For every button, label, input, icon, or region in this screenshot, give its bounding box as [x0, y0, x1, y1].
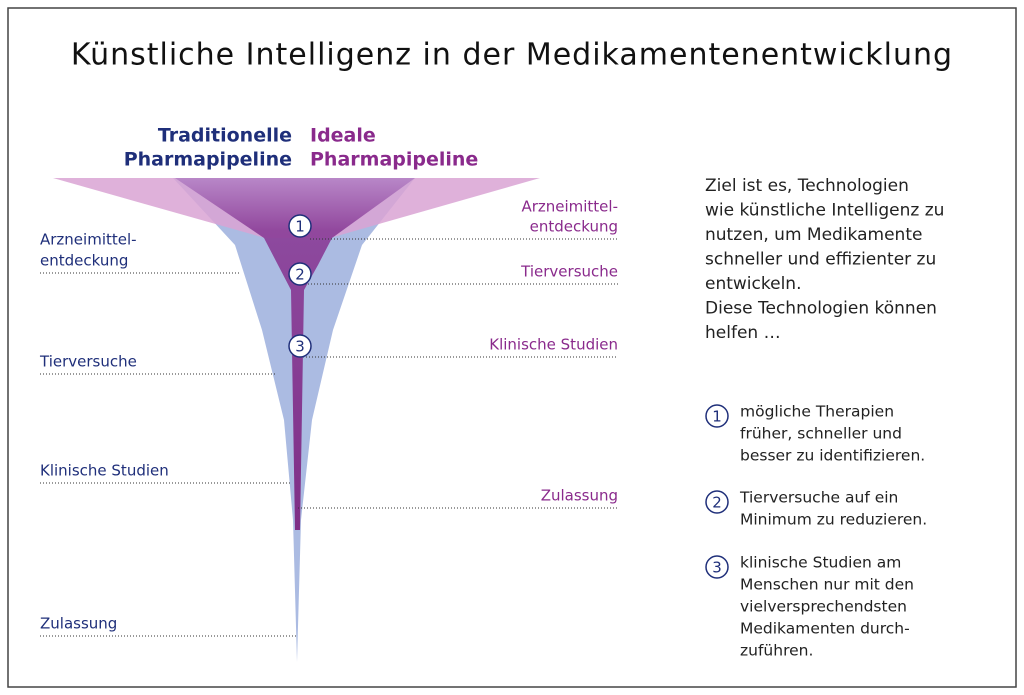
funnel-marker-number: 3 [295, 338, 305, 356]
content: Künstliche Intelligenz in der Medikament… [39, 38, 953, 660]
stage-label: entdeckung [530, 218, 618, 236]
stage-label: Arzneimittel- [521, 198, 618, 216]
stage-label: Arzneimittel- [40, 231, 137, 249]
stage-label: entdeckung [40, 252, 128, 270]
stage-label: Tierversuche [39, 353, 137, 371]
pipeline-label: Pharmapipeline [124, 149, 292, 171]
stage-label: Klinische Studien [40, 462, 169, 480]
funnel-marker [288, 214, 312, 238]
stage-label: Zulassung [541, 487, 618, 505]
point-line: früher, schneller und [740, 425, 902, 443]
point-line: klinische Studien am [740, 554, 901, 572]
description-line: wie künstliche Intelligenz zu [705, 201, 944, 221]
frame [7, 7, 1017, 688]
point-marker-number: 1 [712, 408, 722, 426]
point-line: Menschen nur mit den [740, 576, 914, 594]
stage-label: Tierversuche [520, 263, 618, 281]
point-line: Tierversuche auf ein [739, 489, 898, 507]
funnel-marker [288, 334, 312, 358]
description-line: entwickeln. [705, 274, 801, 294]
point-line: vielversprechendsten [740, 598, 907, 616]
point-marker [705, 555, 729, 579]
pipeline-label: Pharmapipeline [310, 149, 478, 171]
funnel-marker-number: 2 [295, 266, 305, 284]
description-line: helfen … [705, 323, 781, 343]
point-marker-number: 2 [712, 494, 722, 512]
description-line: nutzen, um Medikamente [705, 225, 922, 245]
description-line: schneller und effizienter zu [705, 250, 936, 270]
description-line: Ziel ist es, Technologien [705, 176, 909, 196]
point-line: mögliche Therapien [740, 403, 894, 421]
point-marker [705, 404, 729, 428]
pipeline-label: Ideale [310, 125, 376, 147]
point-marker-number: 3 [712, 559, 722, 577]
point-line: zuführen. [740, 642, 813, 660]
point-line: Medikamenten durch- [740, 620, 910, 638]
title: Künstliche Intelligenz in der Medikament… [71, 38, 953, 73]
funnel-marker [288, 262, 312, 286]
funnel-marker-number: 1 [295, 218, 305, 236]
point-marker [705, 490, 729, 514]
pipeline-label: Traditionelle [158, 125, 292, 147]
point-line: Minimum zu reduzieren. [740, 511, 927, 529]
stage-label: Klinische Studien [489, 336, 618, 354]
description-line: Diese Technologien können [705, 299, 937, 319]
point-line: besser zu identifizieren. [740, 447, 925, 465]
stage-label: Zulassung [40, 615, 117, 633]
